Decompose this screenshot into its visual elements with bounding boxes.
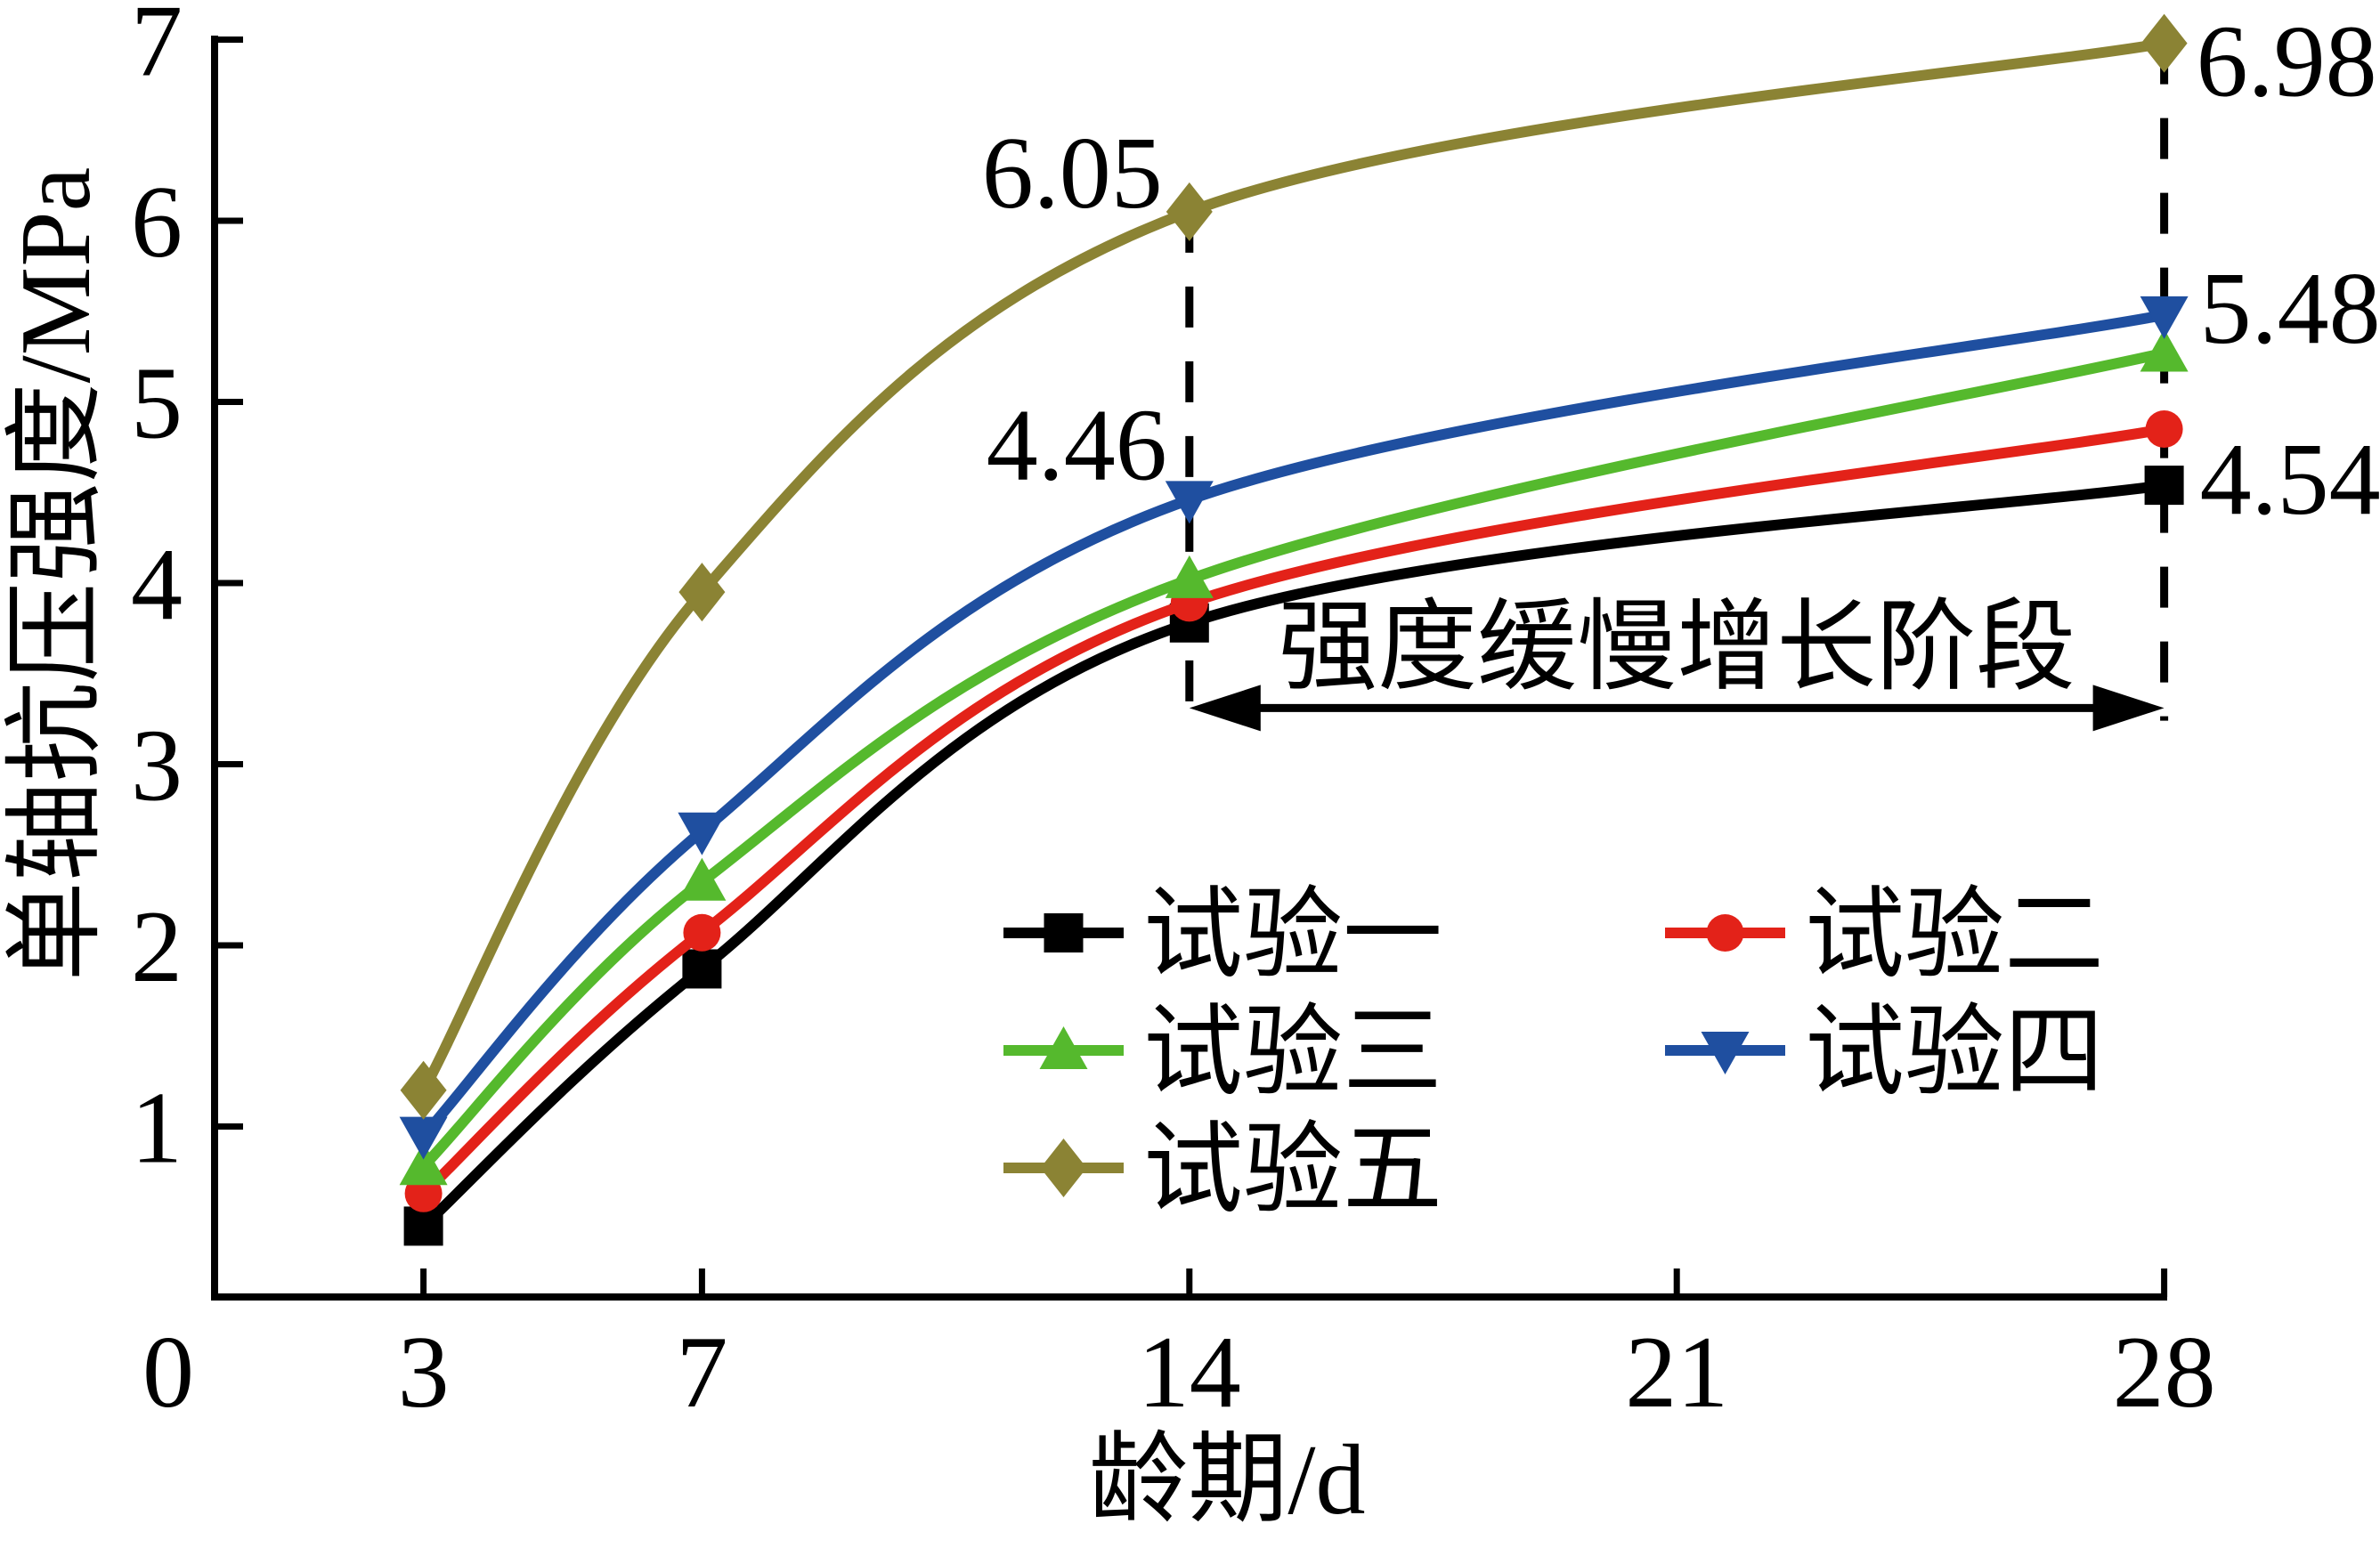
series-1-marker xyxy=(2144,466,2184,506)
legend-swatch-marker-3 xyxy=(1039,1026,1088,1069)
point-label-1: 6.05 xyxy=(982,117,1163,231)
point-label-2: 4.46 xyxy=(987,388,1167,502)
y-tick-label: 1 xyxy=(131,1072,183,1186)
point-label-3: 6.98 xyxy=(2197,5,2377,119)
y-tick-label: 5 xyxy=(131,347,183,461)
series-3-marker xyxy=(1165,555,1214,598)
series-2-marker xyxy=(683,913,721,952)
series-line-3 xyxy=(419,347,2165,1171)
y-tick-label: 4 xyxy=(131,528,183,642)
series-5-marker xyxy=(1166,182,1213,241)
y-tick-label: 2 xyxy=(131,890,183,1004)
series-2-marker xyxy=(2145,410,2183,449)
y-tick-label: 7 xyxy=(131,0,183,99)
series-5-marker xyxy=(2140,13,2188,73)
legend-label-2: 试验二 xyxy=(1805,880,2104,991)
legend-swatch-marker-5 xyxy=(1040,1139,1087,1197)
phase-arrow-right-head xyxy=(2092,685,2165,732)
x-tick-label: 3 xyxy=(398,1316,450,1430)
series-5-marker xyxy=(678,563,726,622)
point-label-5: 4.54 xyxy=(2200,423,2380,537)
series-4-marker xyxy=(2140,296,2189,339)
x-tick-label: 0 xyxy=(142,1316,194,1430)
series-4-marker xyxy=(1165,481,1214,524)
x-axis-title: 龄期/d xyxy=(1088,1425,1365,1536)
x-tick-label: 7 xyxy=(676,1316,727,1430)
phase-arrow-left-head xyxy=(1189,685,1261,732)
series-line-2 xyxy=(419,424,2165,1198)
series-3-marker xyxy=(678,857,727,901)
series-line-4 xyxy=(419,309,2165,1139)
series-5-marker xyxy=(400,1060,447,1120)
series-4-marker xyxy=(399,1116,448,1160)
legend-label-3: 试验三 xyxy=(1143,998,1442,1108)
x-tick-label: 28 xyxy=(2113,1316,2216,1430)
series-line-1 xyxy=(419,480,2165,1230)
legend-swatch-marker-1 xyxy=(1044,913,1084,952)
point-label-4: 5.48 xyxy=(2200,252,2380,366)
phase-label: 强度缓慢增长阶段 xyxy=(1278,593,2075,703)
series-1-marker xyxy=(682,949,722,989)
x-tick-label: 14 xyxy=(1138,1316,1241,1430)
legend-label-4: 试验四 xyxy=(1805,998,2104,1108)
legend-swatch-marker-4 xyxy=(1701,1032,1750,1074)
legend-label-5: 试验五 xyxy=(1143,1115,1442,1226)
series-3-marker xyxy=(399,1142,448,1186)
legend-swatch-marker-2 xyxy=(1706,914,1744,952)
series-1-marker xyxy=(403,1206,443,1246)
series-4-marker xyxy=(678,812,727,855)
y-tick-label: 6 xyxy=(131,166,183,280)
y-tick-label: 3 xyxy=(131,709,183,823)
x-tick-label: 21 xyxy=(1625,1316,1728,1430)
series-3-marker xyxy=(2140,328,2189,372)
legend-label-1: 试验一 xyxy=(1143,880,1442,991)
series-line-5 xyxy=(418,37,2165,1093)
y-axis-title: 单轴抗压强度/MPa xyxy=(1,167,111,982)
